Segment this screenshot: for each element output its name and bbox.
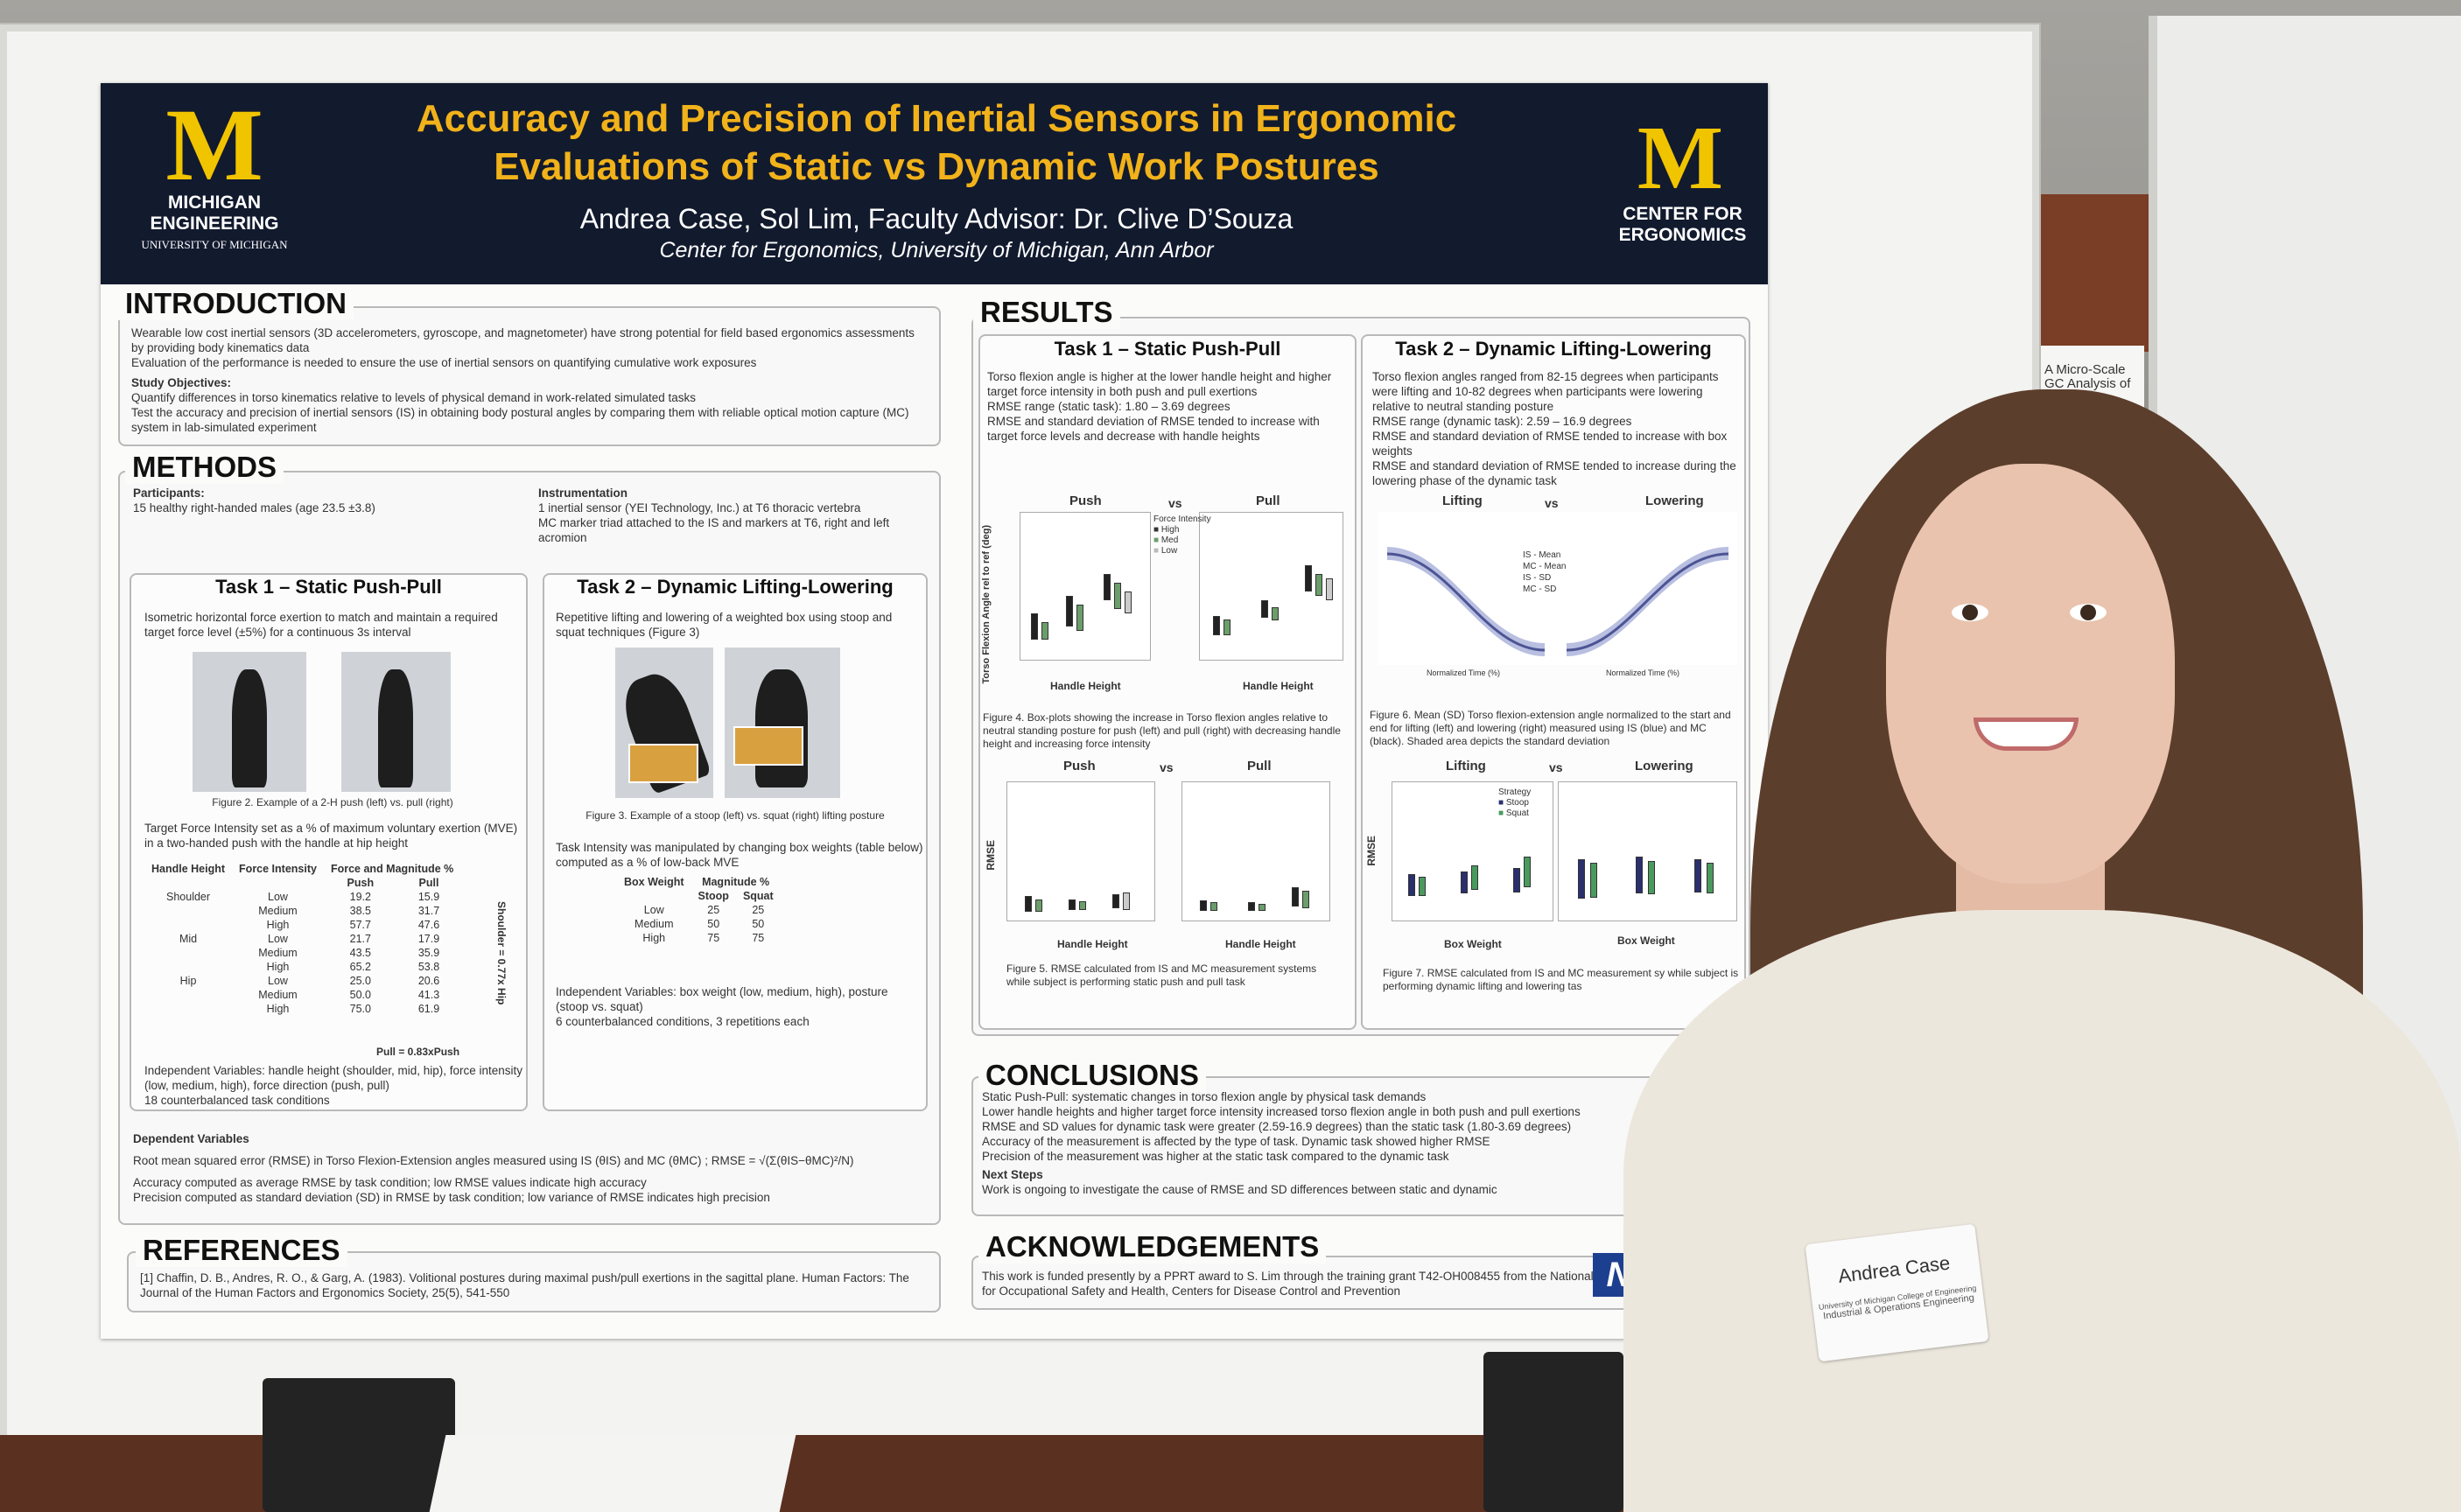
squat-photo [725,648,840,798]
instrumentation-info: Instrumentation 1 inertial sensor (YEI T… [538,486,890,544]
reference-1: [1] Chaffin, D. B., Andres, R. O., & Gar… [140,1271,909,1299]
name-badge: Andrea Case University of Michigan Colle… [1805,1223,1989,1362]
task1-target-force: Target Force Intensity set as a % of max… [144,822,518,850]
fig5-vs-label: vs [1160,760,1174,774]
push-photo [193,652,306,792]
poster-title: Accuracy and Precision of Inertial Senso… [416,97,1457,188]
fig4-push-label: Push [1069,494,1102,508]
participants-info: Participants: 15 healthy right-handed ma… [133,486,375,514]
fig4-ylabel: Torso Flexion Angle rel to ref (deg) [981,525,992,684]
fig7-lifting-label: Lifting [1446,759,1486,774]
shoulder-hip-note: Shoulder = 0.77x Hip [495,901,508,1005]
figure5-caption: Figure 5. RMSE calculated from IS and MC… [1006,962,1317,988]
fig6-curves-chart [1378,512,1737,665]
fig4-pull-chart [1199,512,1343,661]
presenter-smile [1974,718,2079,751]
poster-authors: Andrea Case, Sol Lim, Faculty Advisor: D… [579,203,1294,234]
task2-description: Repetitive lifting and lowering of a wei… [556,611,893,639]
fig4-vs-label: vs [1168,496,1182,510]
figure2-caption: Figure 2. Example of a 2-H push (left) v… [212,796,453,808]
fig5-pull-label: Pull [1247,759,1272,774]
task1-force-table: Handle Height Force Intensity Force and Ma… [151,863,454,1015]
figure3-caption: Figure 3. Example of a stoop (left) vs. … [585,809,885,822]
board-stand-right [1483,1352,1623,1512]
introduction-content: Wearable low cost inertial sensors (3D a… [131,326,915,434]
presenter-sweater [1623,910,2461,1512]
figure7-caption: Figure 7. RMSE calculated from IS and MC… [1383,967,1739,992]
fig7-vs-label: vs [1549,760,1563,774]
wood-panel [2039,194,2149,352]
fig6-legend: IS - Mean MC - Mean IS - SD MC - SD [1523,550,1567,594]
pull-photo [341,652,451,792]
fig7-ylabel: RMSE [1365,836,1378,866]
michigan-engineering-logo-text: MICHIGAN ENGINEERING UNIVERSITY OF MICHI… [141,192,288,251]
task2-intensity: Task Intensity was manipulated by changi… [556,841,923,869]
fig7-lifting-chart [1392,781,1553,921]
methods-heading: METHODS [125,451,284,484]
task1-description: Isometric horizontal force exertion to m… [144,611,498,639]
task1-independent-variables: Independent Variables: handle height (sh… [144,1064,523,1107]
fig7-xlabel-lifting: Box Weight [1444,938,1502,950]
acknowledgements-heading: ACKNOWLEDGEMENTS [978,1230,1327,1264]
paper-sheet [429,1435,796,1512]
fig6-lifting-label: Lifting [1442,494,1483,508]
fig7-lowering-label: Lowering [1635,759,1693,774]
poster-banner [101,83,1768,284]
fig5-xlabel-pull: Handle Height [1225,938,1296,950]
results-task1-title: Task 1 – Static Push-Pull [1054,338,1281,360]
results-task2-bullets: Torso flexion angles ranged from 82-15 d… [1372,370,1736,487]
center-for-ergonomics-logo-text: CENTER FOR ERGONOMICS [1618,204,1747,245]
board-stand-left [263,1378,455,1512]
references-heading: REFERENCES [136,1234,347,1267]
task2-independent-variables: Independent Variables: box weight (low, … [556,985,888,1028]
task1-title: Task 1 – Static Push-Pull [215,576,442,598]
fig6-xlabel-left: Normalized Time (%) [1427,668,1501,677]
figure6-caption: Figure 6. Mean (SD) Torso flexion-extens… [1370,709,1731,747]
fig6-xlabel-right: Normalized Time (%) [1606,668,1680,677]
fig5-ylabel: RMSE [985,840,997,871]
fig6-lowering-label: Lowering [1645,494,1704,508]
pull-push-note: Pull = 0.83xPush [376,1046,460,1058]
dependent-variables: Dependent Variables Root mean squared er… [133,1132,854,1204]
lowering-mean-line [1566,552,1729,652]
fig6-vs-label: vs [1545,496,1559,510]
fig5-xlabel-push: Handle Height [1057,938,1128,950]
fig4-push-chart [1020,512,1151,661]
fig4-pull-label: Pull [1256,494,1280,508]
michigan-m-logo: M [165,88,263,202]
conclusions-content: Static Push-Pull: systematic changes in … [982,1090,1581,1196]
fig5-push-label: Push [1063,759,1096,774]
acknowledgements-box [971,1256,1654,1310]
lifting-mean-line [1386,552,1546,652]
results-task1-bullets: Torso flexion angle is higher at the low… [987,370,1332,443]
presenter-face [1886,464,2175,884]
results-task2-title: Task 2 – Dynamic Lifting-Lowering [1395,338,1712,360]
introduction-box [118,306,941,446]
ergonomics-m-logo: M [1637,108,1724,208]
task2-weight-table: Box Weight Magnitude % Stoop Squat Low 25 25… [624,876,774,944]
task2-title: Task 2 – Dynamic Lifting-Lowering [577,576,894,598]
fig7-legend: Strategy ■ Stoop ■ Squat [1498,788,1532,818]
acknowledgements-text: This work is funded presently by a PPRT … [982,1270,1638,1298]
fig7-lowering-chart [1558,781,1737,921]
fig4-xlabel-push: Handle Height [1050,680,1121,692]
figure4-caption: Figure 4. Box-plots showing the increase… [983,711,1341,750]
introduction-heading: INTRODUCTION [118,287,354,320]
fig7-xlabel-lowering: Box Weight [1617,934,1675,947]
fig4-xlabel-pull: Handle Height [1243,680,1314,692]
fig4-legend: Force Intensity ■ High ■ Med ■ Low [1153,514,1211,556]
poster-affiliation: Center for Ergonomics, University of Mic… [659,238,1214,262]
fig5-pull-chart [1181,781,1330,921]
fig5-push-chart [1006,781,1155,921]
stoop-photo [614,648,713,798]
results-heading: RESULTS [973,296,1120,329]
conclusions-heading: CONCLUSIONS [978,1059,1206,1092]
